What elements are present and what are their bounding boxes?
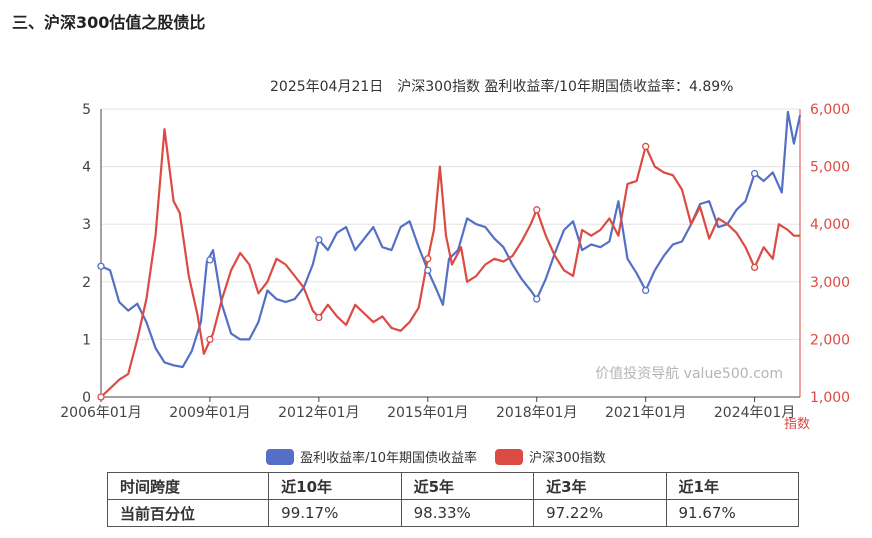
y-right-tick-label: 5,000 xyxy=(810,160,850,176)
table-cell: 97.22% xyxy=(533,499,667,527)
y-right-tick-label: 6,000 xyxy=(810,102,850,118)
y-left-tick-label: 1 xyxy=(82,332,91,348)
x-tick-label: 2006年01月 xyxy=(60,405,141,421)
table-cell: 99.17% xyxy=(268,499,402,527)
section-title: 三、沪深300估值之股债比 xyxy=(12,13,206,32)
chart-legend: 盈利收益率/10年期国债收益率 沪深300指数 xyxy=(0,447,872,466)
x-tick-label: 2024年01月 xyxy=(714,405,795,421)
x-tick-label: 2012年01月 xyxy=(278,405,359,421)
data-point-ratio xyxy=(206,256,214,264)
table-row: 当前百分位 99.17% 98.33% 97.22% 91.67% xyxy=(106,499,800,527)
table-header-cell: 近10年 xyxy=(268,472,402,500)
data-point-index xyxy=(424,255,432,263)
series-line-index xyxy=(100,128,800,398)
percentile-table: 时间跨度 近10年 近5年 近3年 近1年 当前百分位 99.17% 98.33… xyxy=(106,472,800,527)
table-header-cell: 近1年 xyxy=(665,472,800,500)
data-point-ratio xyxy=(533,295,541,303)
legend-swatch-ratio xyxy=(266,448,295,465)
data-point-index xyxy=(206,335,214,344)
data-point-index xyxy=(97,393,105,401)
table-cell: 91.67% xyxy=(665,499,800,527)
legend-item-ratio[interactable]: 盈利收益率/10年期国债收益率 xyxy=(266,447,477,466)
data-point-ratio xyxy=(642,286,650,295)
data-point-ratio xyxy=(424,266,432,274)
data-point-index xyxy=(750,263,759,272)
data-point-index xyxy=(642,142,650,151)
table-cell: 98.33% xyxy=(400,499,535,527)
data-point-index xyxy=(315,313,323,322)
data-point-ratio xyxy=(315,236,323,244)
y-left-tick-label: 5 xyxy=(82,102,91,118)
table-header-cell: 近3年 xyxy=(533,472,667,500)
data-point-index xyxy=(533,206,541,214)
y-right-tick-label: 2,000 xyxy=(810,332,850,348)
chart-subtitle: 2025年04月21日 沪深300指数 盈利收益率/10年期国债收益率：4.89… xyxy=(270,79,734,95)
data-point-ratio xyxy=(97,262,105,270)
x-tick-label: 2018年01月 xyxy=(496,405,577,421)
table-cell: 当前百分位 xyxy=(106,499,270,527)
data-point-ratio xyxy=(750,169,759,178)
y-left-tick-label: 0 xyxy=(82,390,91,406)
y-right-tick-label: 1,000 xyxy=(810,390,850,406)
watermark-text: 价值投资导航 value500.com xyxy=(595,366,783,382)
legend-item-index[interactable]: 沪深300指数 xyxy=(495,447,606,466)
series-line-ratio xyxy=(100,110,802,369)
y-right-tick-label: 4,000 xyxy=(810,217,850,233)
legend-swatch-index xyxy=(495,448,524,465)
legend-label-ratio: 盈利收益率/10年期国债收益率 xyxy=(300,451,478,466)
y-left-tick-label: 4 xyxy=(82,160,91,176)
y-left-tick-label: 3 xyxy=(82,217,91,233)
y-right-tick-label: 3,000 xyxy=(810,275,850,291)
table-header-row: 时间跨度 近10年 近5年 近3年 近1年 xyxy=(106,472,800,500)
table-header-cell: 时间跨度 xyxy=(106,472,270,500)
table-header-cell: 近5年 xyxy=(400,472,535,500)
y-right-axis-label: 指数 xyxy=(784,417,810,432)
x-tick-label: 2009年01月 xyxy=(169,405,250,421)
x-tick-label: 2015年01月 xyxy=(387,405,468,421)
x-tick-label: 2021年01月 xyxy=(605,405,686,421)
legend-label-index: 沪深300指数 xyxy=(529,451,606,466)
y-left-tick-label: 2 xyxy=(82,275,91,291)
